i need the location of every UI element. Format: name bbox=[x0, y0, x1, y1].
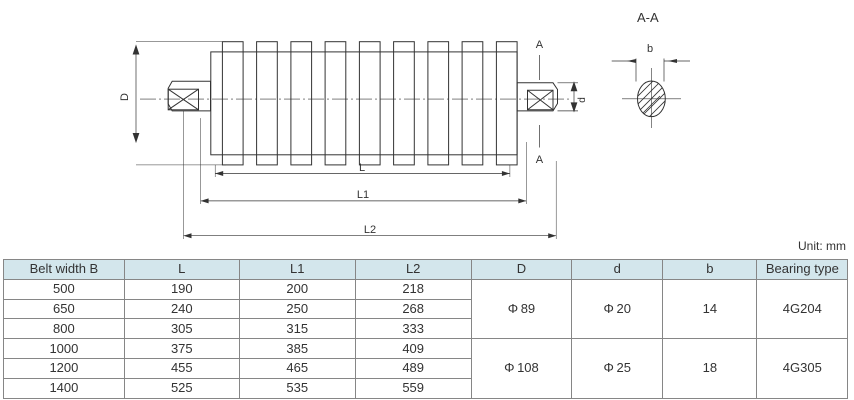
svg-text:Unit: mm: Unit: mm bbox=[798, 239, 846, 253]
svg-text:A-A: A-A bbox=[637, 10, 659, 25]
svg-text:L2: L2 bbox=[364, 224, 376, 236]
svg-text:A: A bbox=[536, 154, 544, 166]
svg-text:A: A bbox=[536, 39, 544, 51]
svg-text:L: L bbox=[359, 162, 365, 174]
svg-text:d: d bbox=[577, 97, 588, 103]
svg-text:D: D bbox=[119, 93, 131, 101]
svg-text:b: b bbox=[647, 43, 653, 55]
svg-text:L1: L1 bbox=[357, 189, 369, 201]
